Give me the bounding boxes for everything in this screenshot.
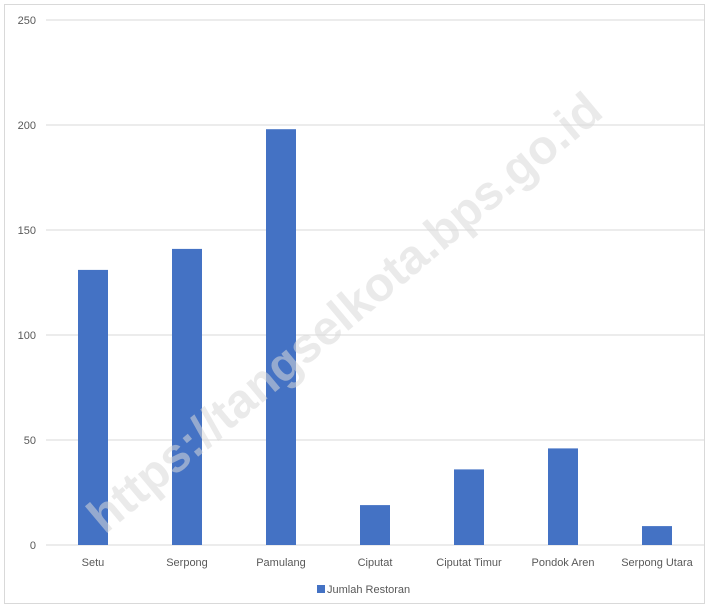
bar: [172, 248, 202, 545]
y-tick-label: 200: [18, 120, 36, 132]
y-tick-label: 100: [18, 330, 36, 342]
legend-label: Jumlah Restoran: [327, 584, 410, 596]
x-tick-label: Serpong: [166, 557, 208, 569]
bar: [360, 505, 390, 545]
watermark-text: https://tangselkota.bps.go.id: [78, 83, 613, 544]
legend-swatch: [317, 585, 325, 593]
bar: [266, 129, 296, 545]
x-tick-label: Setu: [82, 557, 105, 569]
x-tick-label: Ciputat: [358, 557, 393, 569]
y-tick-label: 50: [24, 435, 36, 447]
bar: [454, 469, 484, 545]
chart-frame: [4, 4, 705, 604]
y-tick-label: 0: [30, 540, 36, 552]
y-tick-label: 250: [18, 15, 36, 27]
bar: [78, 269, 108, 545]
x-tick-label: Serpong Utara: [621, 557, 693, 569]
x-tick-label: Pamulang: [256, 557, 306, 569]
y-tick-label: 150: [18, 225, 36, 237]
x-tick-label: Pondok Aren: [532, 557, 595, 569]
bar: [642, 526, 672, 545]
bar: [548, 448, 578, 545]
x-tick-label: Ciputat Timur: [436, 557, 502, 569]
